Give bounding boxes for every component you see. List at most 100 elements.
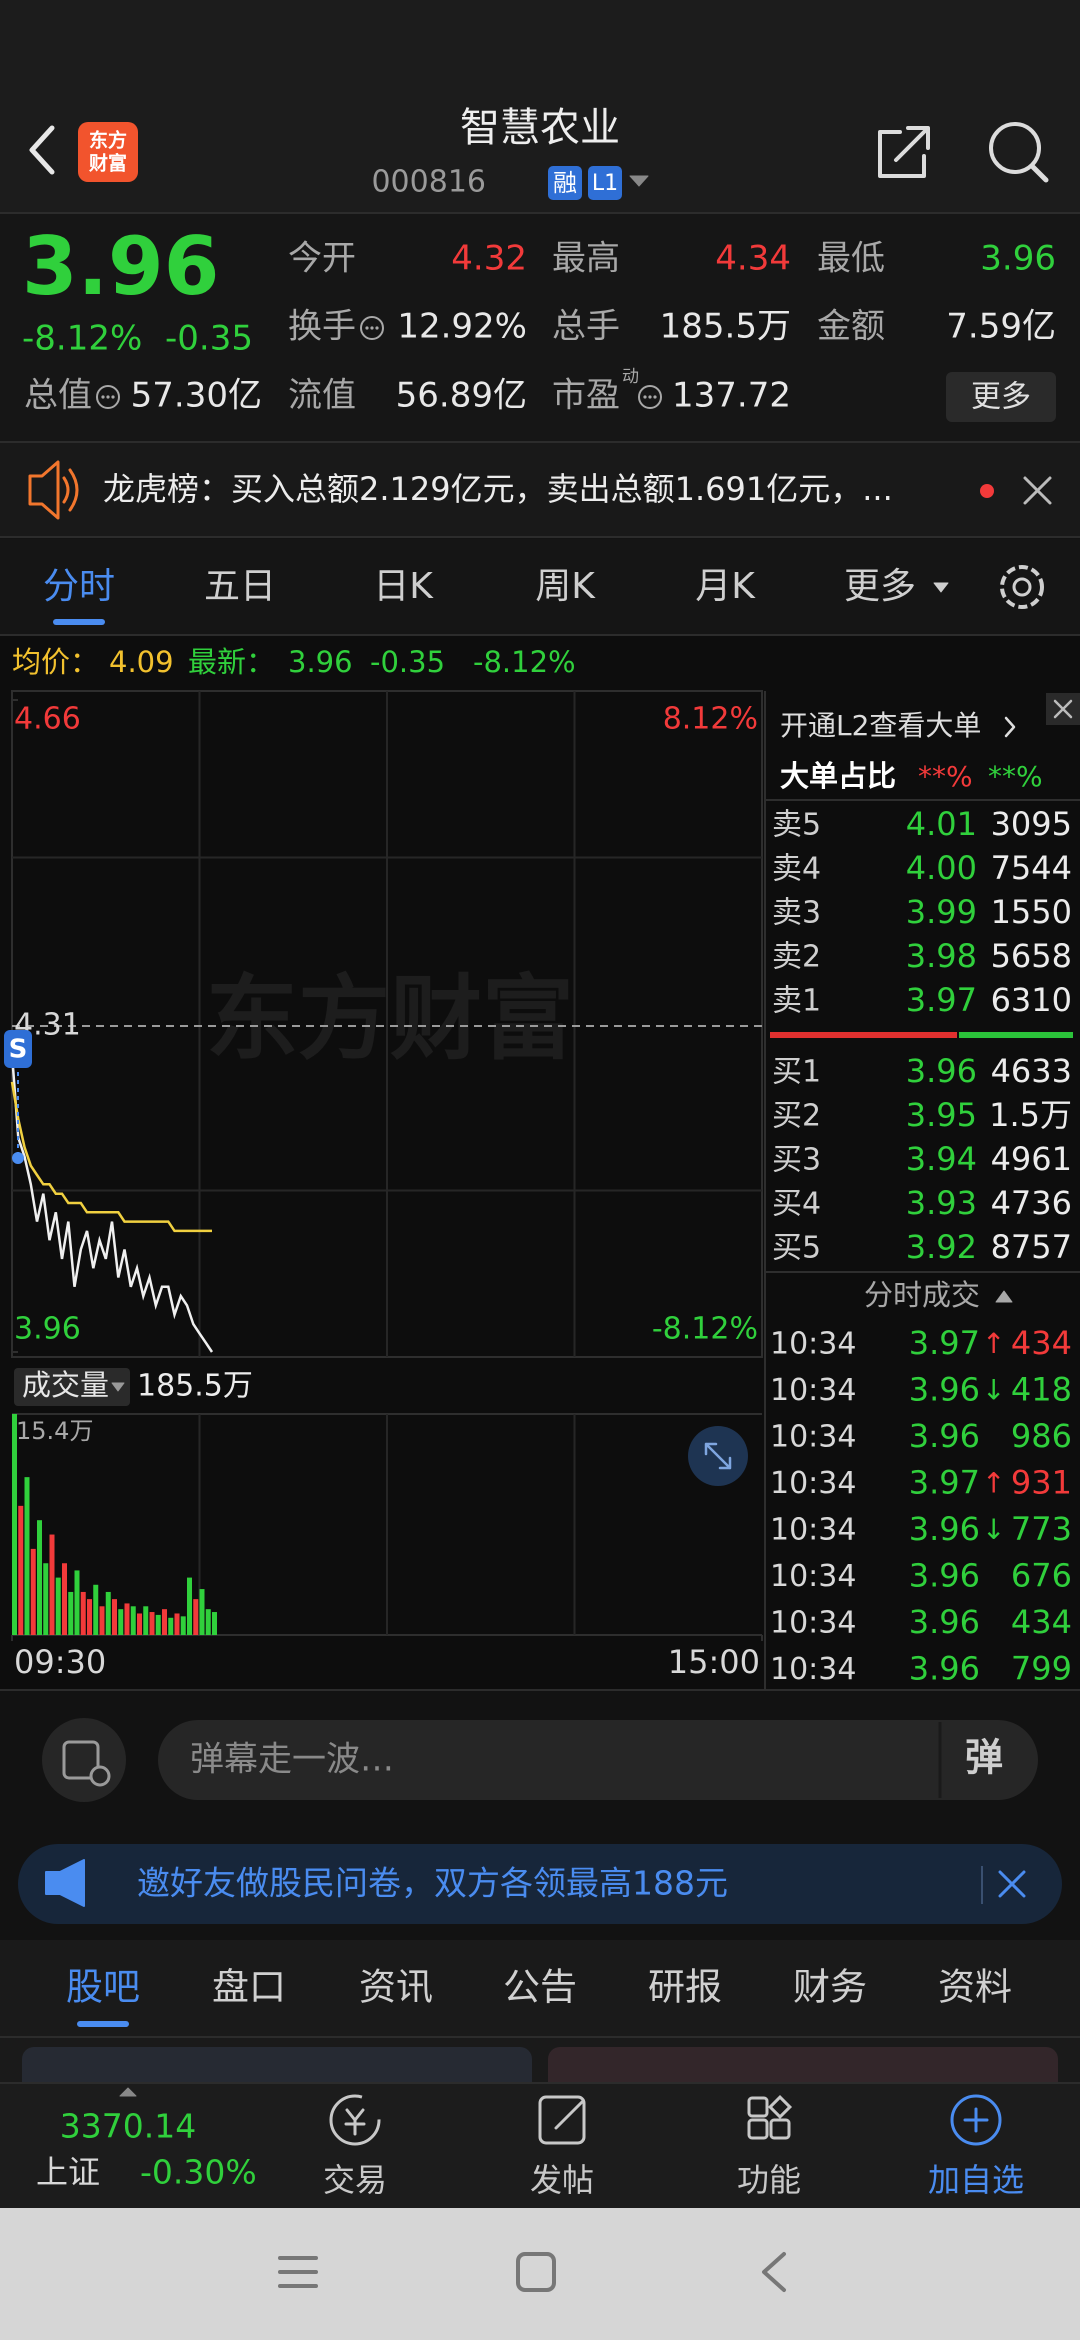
trade-price: 3.96 — [909, 1510, 980, 1548]
order-price: 3.92 — [906, 1228, 977, 1266]
ratio-label: 大单占比 — [780, 759, 896, 793]
section-tab[interactable]: 资料 — [938, 1966, 1012, 2009]
y-tick-label: 3.96 — [14, 1312, 81, 1347]
order-volume: 6310 — [991, 981, 1072, 1019]
trade-volume: 434 — [1011, 1324, 1072, 1362]
info-dot — [101, 395, 105, 399]
nav-label[interactable]: 交易 — [323, 2161, 387, 2199]
tab[interactable]: 周K — [535, 566, 596, 607]
expand-icon — [704, 1442, 732, 1470]
volume-bar — [143, 1606, 149, 1635]
comment-placeholder[interactable]: 弹幕走一波… — [190, 1740, 394, 1780]
more-button[interactable] — [946, 372, 1056, 422]
stat-label: 最低 — [817, 239, 885, 279]
up-icon — [995, 1290, 1013, 1303]
order-label: 买4 — [772, 1187, 821, 1222]
volume-bar — [180, 1616, 186, 1635]
volume-bar — [87, 1599, 92, 1635]
comment-settings[interactable] — [42, 1718, 126, 1802]
order-volume: 7544 — [991, 849, 1072, 887]
section-tab[interactable]: 资讯 — [359, 1966, 433, 2009]
tab[interactable]: 五日 — [204, 566, 276, 607]
summary-text: 最新： — [188, 645, 275, 679]
notice-bg — [0, 442, 1080, 537]
order-price: 3.96 — [906, 1052, 977, 1090]
back-key — [762, 2252, 786, 2292]
summary-text: 3.96 — [288, 645, 353, 679]
info-icon — [360, 316, 384, 340]
trade-direction: ↓ — [982, 1513, 1005, 1546]
settings-icon[interactable] — [1000, 565, 1044, 609]
volume-label-bg — [14, 1368, 130, 1406]
share-icon — [878, 126, 930, 178]
info-dot — [370, 326, 374, 330]
tab[interactable]: 分时 — [43, 566, 115, 607]
order-label: 买2 — [772, 1099, 821, 1134]
trade-time: 10:34 — [770, 1513, 856, 1548]
watermark: 东方财富 — [206, 965, 574, 1072]
section-tab[interactable]: 股吧 — [66, 1966, 140, 2009]
volume-bar — [130, 1606, 136, 1635]
marker-dot — [12, 1152, 24, 1164]
stat-value: 185.5万 — [660, 307, 791, 347]
stat-value: 56.89亿 — [396, 376, 527, 416]
order-label: 卖1 — [772, 984, 821, 1019]
function-icon — [769, 2118, 791, 2140]
order-label: 卖5 — [772, 808, 821, 843]
status-bar — [0, 0, 1080, 105]
section-tab[interactable]: 盘口 — [212, 1966, 286, 2009]
nav-label[interactable]: 发帖 — [530, 2161, 594, 2199]
function-icon — [747, 2118, 769, 2140]
tab[interactable]: 更多 — [844, 566, 916, 607]
trade-time: 10:34 — [770, 1327, 856, 1362]
comment-input[interactable] — [158, 1720, 1038, 1800]
order-label: 卖4 — [772, 852, 821, 887]
stat-label: 金额 — [817, 307, 885, 347]
chart-bg — [0, 636, 1080, 1690]
volume-bar — [124, 1603, 130, 1635]
section-tab[interactable]: 研报 — [648, 1966, 722, 2009]
trade-price: 3.96 — [909, 1417, 980, 1455]
l2-link[interactable]: 开通L2查看大单 — [780, 709, 981, 742]
section-tab[interactable]: 公告 — [503, 1966, 577, 2009]
search-icon[interactable] — [989, 122, 1041, 174]
price-line — [10, 1053, 214, 1353]
info-dot — [648, 395, 652, 399]
trade-volume: 418 — [1011, 1371, 1072, 1409]
tab[interactable]: 月K — [695, 566, 756, 607]
order-label: 卖2 — [772, 940, 821, 975]
more-button-text[interactable]: 更多 — [971, 380, 1031, 415]
stat-value: 3.96 — [980, 239, 1056, 279]
volume-bar — [118, 1609, 124, 1635]
volume-bar — [149, 1612, 155, 1635]
index-change: -0.30% — [140, 2153, 257, 2192]
trade-volume: 799 — [1011, 1650, 1072, 1688]
trade-time: 10:34 — [770, 1559, 856, 1594]
volume-bar — [199, 1589, 205, 1635]
nav-label[interactable]: 功能 — [737, 2161, 801, 2199]
badge — [588, 166, 622, 200]
volume-bar — [93, 1584, 99, 1635]
info-dot — [653, 395, 657, 399]
logo-text: 东方 — [89, 129, 127, 152]
info-dot — [111, 395, 115, 399]
tab[interactable]: 日K — [373, 566, 434, 607]
stat-label: 总手 — [552, 307, 620, 347]
section-tab[interactable]: 财务 — [793, 1966, 867, 2009]
dropdown-icon — [111, 1382, 125, 1392]
index-value[interactable]: 3370.14 — [60, 2107, 196, 2146]
function-icon — [767, 2094, 793, 2120]
notice-text: 龙虎榜：买入总额2.129亿元，卖出总额1.691亿元，... — [103, 470, 893, 508]
volume-bar — [168, 1617, 174, 1635]
order-volume: 1.5万 — [989, 1096, 1072, 1134]
volume-bar — [49, 1534, 55, 1635]
nav-label[interactable]: 加自选 — [928, 2161, 1024, 2199]
promo-text[interactable]: 邀好友做股民问卷，双方各领最高188元 — [137, 1864, 728, 1903]
order-label: 买1 — [772, 1055, 821, 1090]
order-label: 买3 — [772, 1143, 821, 1178]
order-price: 3.94 — [906, 1140, 977, 1178]
danmaku-button[interactable]: 弹 — [965, 1736, 1003, 1780]
info-dot — [643, 395, 647, 399]
info-icon — [96, 385, 120, 409]
trade-price: 3.97 — [909, 1324, 980, 1362]
